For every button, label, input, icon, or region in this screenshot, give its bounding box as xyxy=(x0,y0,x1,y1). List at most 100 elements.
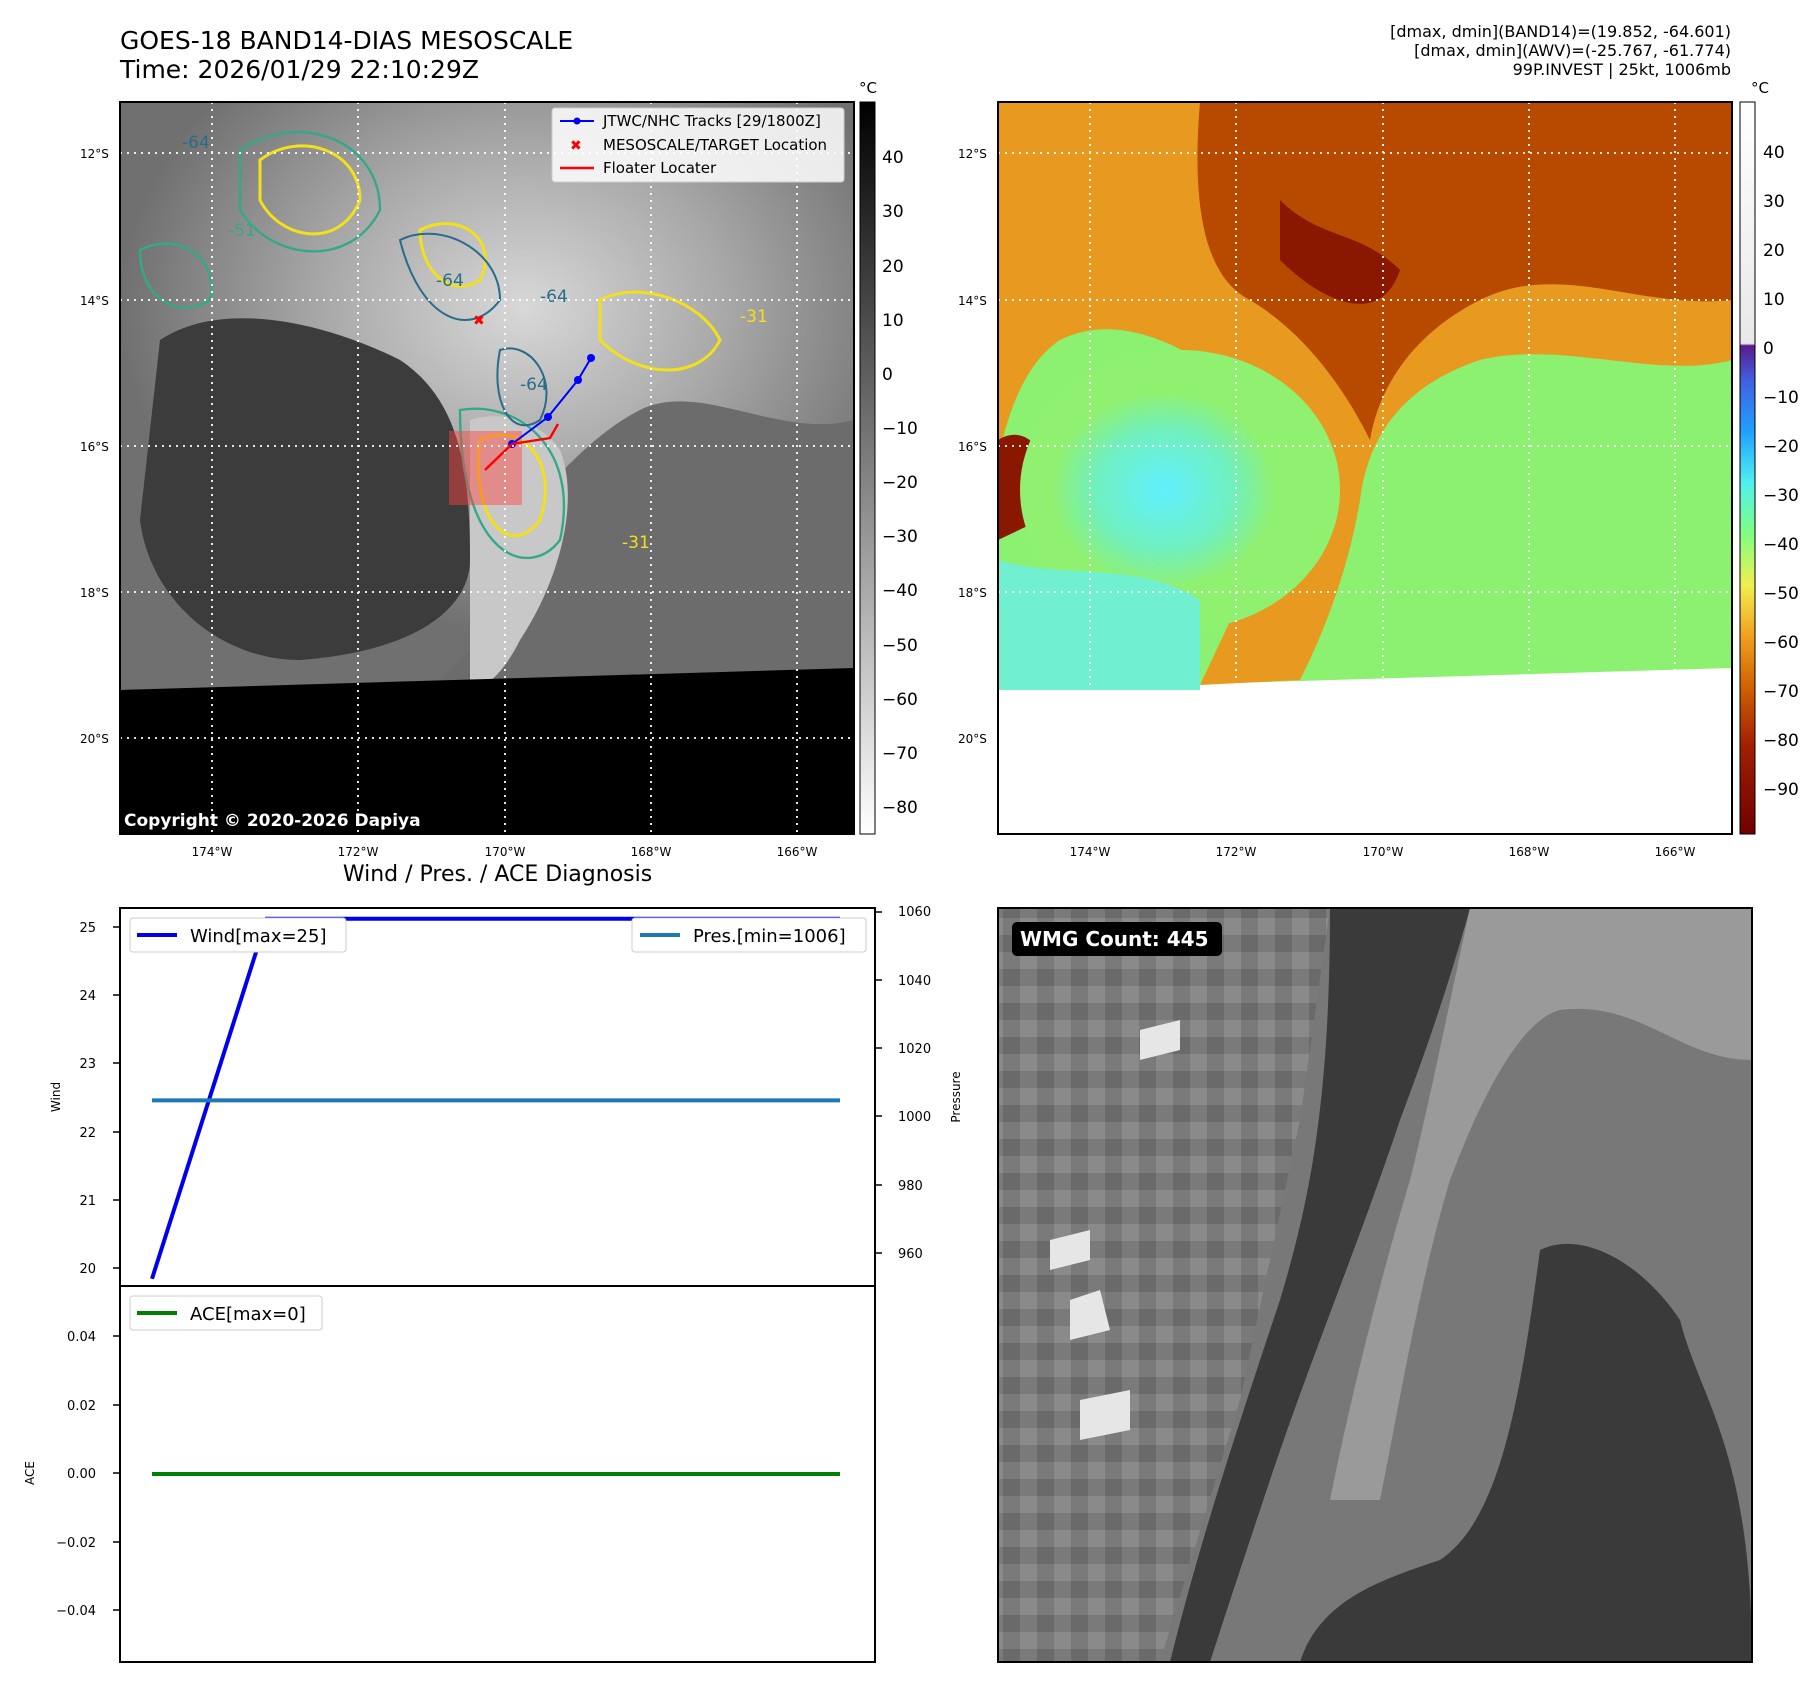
lat-label: 12°S xyxy=(80,147,109,161)
cbar-tick: 30 xyxy=(1763,192,1785,212)
diagnosis-title: Wind / Pres. / ACE Diagnosis xyxy=(342,862,653,887)
pres-tick: 1020 xyxy=(898,1042,931,1057)
cbar-tick: 20 xyxy=(1763,241,1785,261)
ace-tick-marks xyxy=(113,1335,120,1611)
pres-tick: 1040 xyxy=(898,974,931,989)
cbar-tick: −10 xyxy=(1763,388,1799,408)
wmg-count-badge xyxy=(1012,922,1222,956)
cbar-tick: −70 xyxy=(882,744,918,764)
awv-colorbar-ticks: 40 30 20 10 0 −10 −20 −30 −40 −50 −60 −7… xyxy=(1763,143,1799,800)
awv-colorbar xyxy=(1739,101,1756,835)
ir-contours-teal xyxy=(138,130,566,560)
cbar-tick: 20 xyxy=(882,257,904,277)
lon-label: 168°W xyxy=(631,845,672,859)
wind-tick: 21 xyxy=(79,1194,96,1209)
info-block: [dmax, dmin](BAND14)=(19.852, -64.601) [… xyxy=(1390,22,1731,79)
cbar-tick: −50 xyxy=(882,636,918,656)
cbar-tick: −80 xyxy=(1763,731,1799,751)
ir-panel: ✖ -64 -64 -64 -64 -51 -31 -31 Copyright … xyxy=(80,79,918,859)
ace-tick-labels: 0.04 0.02 0.00 −0.02 −0.04 xyxy=(56,1330,96,1619)
ir-colorbar-unit: °C xyxy=(859,79,877,97)
target-marker: ✖ xyxy=(473,313,485,329)
lat-label: 14°S xyxy=(958,294,987,308)
cbar-tick: 10 xyxy=(882,311,904,331)
ir-colorbar xyxy=(859,101,876,835)
legend-wind-label: Wind[max=25] xyxy=(190,926,327,947)
lat-label: 20°S xyxy=(80,732,109,746)
cbar-tick: −20 xyxy=(882,473,918,493)
wind-tick: 24 xyxy=(79,989,96,1004)
cbar-tick: 10 xyxy=(1763,290,1785,310)
pres-tick-marks xyxy=(875,911,882,1254)
awv-panel: 12°S 14°S 16°S 18°S 20°S 174°W 172°W 170… xyxy=(958,79,1799,859)
cbar-tick: −20 xyxy=(1763,437,1799,457)
cbar-tick: 0 xyxy=(1763,339,1774,359)
ir-lon-labels: 174°W 172°W 170°W 168°W 166°W xyxy=(192,845,818,859)
jtwc-track xyxy=(511,357,592,445)
awv-gridlines xyxy=(998,102,1732,834)
awv-hot xyxy=(1197,102,1732,440)
ir-frame xyxy=(119,101,855,835)
wind-tick: 23 xyxy=(79,1057,96,1072)
figure-title: GOES-18 BAND14-DIAS MESOSCALE Time: 2026… xyxy=(120,26,573,84)
wind-tick-labels: 25 24 23 22 21 20 xyxy=(79,921,96,1277)
ir-colorbar-ticks: 40 30 20 10 0 −10 −20 −30 −40 −50 −60 −7… xyxy=(882,148,918,818)
legend-floater-label: Floater Locater xyxy=(603,159,717,177)
cbar-tick: 30 xyxy=(882,202,904,222)
lat-label: 16°S xyxy=(958,440,987,454)
contour-label: -31 xyxy=(622,533,650,553)
cbar-tick: 0 xyxy=(882,365,893,385)
ace-legend: ACE[max=0] xyxy=(129,1295,323,1331)
legend-box xyxy=(129,1295,323,1331)
cbar-tick: −60 xyxy=(882,690,918,710)
ir-convection xyxy=(470,416,568,690)
cbar-tick: −60 xyxy=(1763,633,1799,653)
awv-lat-labels: 12°S 14°S 16°S 18°S 20°S xyxy=(958,147,987,746)
cbar-tick: −40 xyxy=(882,581,918,601)
wind-tick: 20 xyxy=(79,1262,96,1277)
cbar-tick: −90 xyxy=(1763,780,1799,800)
copyright-text: Copyright © 2020-2026 Dapiya xyxy=(124,811,421,831)
cbar-tick: 40 xyxy=(882,148,904,168)
ace-tick: −0.02 xyxy=(56,1536,96,1551)
cbar-tick: −30 xyxy=(1763,486,1799,506)
lon-label: 166°W xyxy=(1655,845,1696,859)
wind-tick: 25 xyxy=(79,921,96,936)
legend-track-label: JTWC/NHC Tracks [29/1800Z] xyxy=(602,112,821,130)
wmg-bright-pixels xyxy=(1050,1020,1180,1440)
lon-label: 172°W xyxy=(1216,845,1257,859)
lon-label: 170°W xyxy=(1363,845,1404,859)
track-point xyxy=(587,354,595,362)
legend-track-dot xyxy=(573,117,581,125)
legend-box xyxy=(129,917,347,953)
contour-label: -51 xyxy=(228,221,256,241)
pres-axis-label: Pressure xyxy=(949,1071,963,1122)
cbar-tick: −50 xyxy=(1763,584,1799,604)
cbar-tick: −80 xyxy=(882,798,918,818)
awv-lon-labels: 174°W 172°W 170°W 168°W 166°W xyxy=(1070,845,1696,859)
pres-tick: 980 xyxy=(898,1179,923,1194)
wmg-dark-band xyxy=(1170,908,1470,1662)
legend-target-marker: ✖ xyxy=(570,138,582,154)
diagnosis-panel: 25 24 23 22 21 20 Wind 1060 1040 1020 10… xyxy=(23,905,963,1663)
pres-tick: 960 xyxy=(898,1247,923,1262)
lat-label: 12°S xyxy=(958,147,987,161)
track-point xyxy=(574,376,582,384)
legend-target-label: MESOSCALE/TARGET Location xyxy=(603,136,827,154)
wmg-frame xyxy=(997,907,1753,1663)
lon-label: 168°W xyxy=(1509,845,1550,859)
title-line-2: Time: 2026/01/29 22:10:29Z xyxy=(120,55,479,84)
wind-legend: Wind[max=25] xyxy=(129,917,347,953)
ace-tick: 0.04 xyxy=(67,1330,96,1345)
title-line-1: GOES-18 BAND14-DIAS MESOSCALE xyxy=(120,26,574,55)
info-line-1: [dmax, dmin](BAND14)=(19.852, -64.601) xyxy=(1390,22,1731,41)
awv-frame xyxy=(997,101,1733,835)
ir-lat-labels: 12°S 14°S 16°S 18°S 20°S xyxy=(80,147,109,746)
ir-no-data xyxy=(120,668,854,834)
lat-label: 20°S xyxy=(958,732,987,746)
awv-dry-slot xyxy=(1020,350,1340,630)
lat-label: 14°S xyxy=(80,294,109,308)
lon-label: 170°W xyxy=(485,845,526,859)
info-line-2: [dmax, dmin](AWV)=(-25.767, -61.774) xyxy=(1414,41,1731,60)
